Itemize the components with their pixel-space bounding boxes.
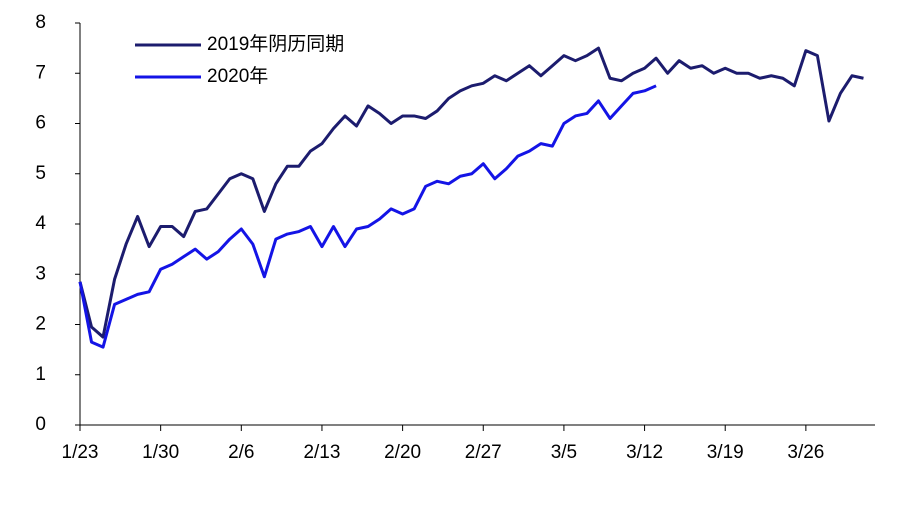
legend-label: 2020年	[207, 65, 268, 87]
x-tick-label: 3/12	[626, 442, 663, 463]
y-tick-label: 4	[35, 213, 46, 234]
y-tick-label: 0	[35, 414, 46, 435]
x-tick-label: 3/19	[707, 442, 744, 463]
y-tick-label: 3	[35, 263, 46, 284]
series-line	[78, 46, 864, 339]
y-tick-label: 7	[35, 62, 46, 83]
x-tick-label: 2/20	[384, 442, 421, 463]
y-tick-label: 5	[35, 163, 46, 184]
x-tick-label: 1/23	[62, 442, 99, 463]
x-tick-label: 2/13	[303, 442, 340, 463]
x-tick-label: 3/5	[551, 442, 577, 463]
y-tick-label: 2	[35, 314, 46, 335]
x-tick-label: 2/6	[228, 442, 254, 463]
y-tick-label: 1	[35, 364, 46, 385]
series-line	[78, 84, 657, 349]
y-tick-label: 6	[35, 113, 46, 134]
y-tick-label: 8	[35, 12, 46, 33]
x-tick-label: 1/30	[142, 442, 179, 463]
legend-label: 2019年阴历同期	[207, 33, 344, 55]
x-tick-label: 3/26	[787, 442, 824, 463]
x-tick-label: 2/27	[465, 442, 502, 463]
